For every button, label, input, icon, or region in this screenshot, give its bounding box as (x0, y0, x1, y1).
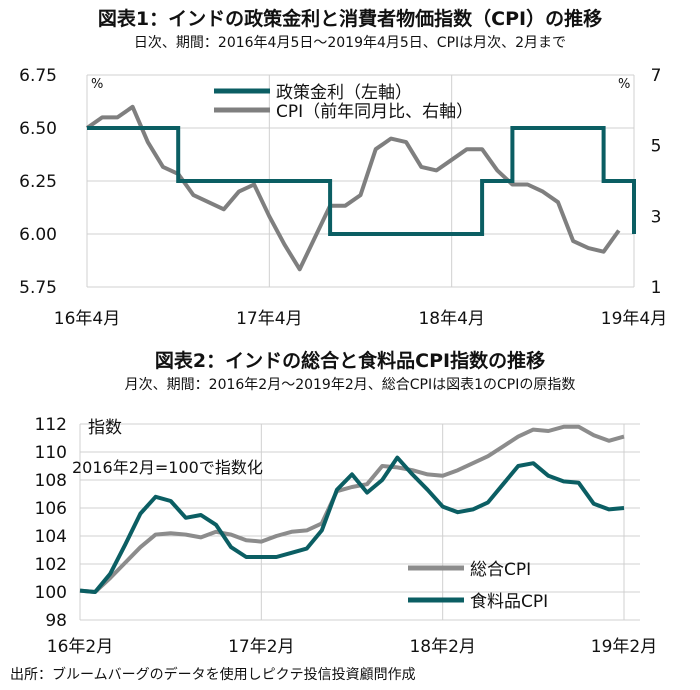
y-right-tick-label: 1 (651, 278, 662, 298)
y-tick-label: 104 (35, 527, 67, 547)
chart2-title: 図表2：インドの総合と食料品CPI指数の推移 (154, 350, 546, 372)
annotation: 2016年2月=100で指数化 (72, 458, 263, 477)
legend-label-headline-cpi: 総合CPI (470, 560, 531, 580)
x-tick-label: 19年2月 (591, 637, 657, 657)
legend-label-cpi: CPI（前年同月比、右軸） (276, 102, 473, 122)
y-tick-label: 108 (35, 471, 67, 491)
chart2-subtitle: 月次、期間：2016年2月～2019年2月、総合CPIは図表1のCPIの原指数 (124, 377, 576, 393)
chart1-svg: 6.75 6.50 6.25 6.00 5.75 7 5 3 1% % 16年4月 17年4月 18年4… (19, 66, 667, 329)
y-left-tick-label: 6.75 (19, 66, 57, 86)
y-left-tick-label: 5.75 (19, 278, 57, 298)
x-tick-label: 17年2月 (228, 637, 294, 657)
x-tick-label: 16年4月 (54, 309, 120, 329)
series-line-policy-rate (87, 126, 636, 236)
x-tick-label: 18年4月 (418, 309, 484, 329)
chart1-subtitle: 日次、期間：2016年4月5日～2019年4月5日、CPIは月次、2月まで (133, 35, 567, 51)
y-tick-label: 98 (45, 611, 67, 631)
left-unit-label: % (91, 77, 103, 92)
series-line-headline-cpi (79, 424, 625, 594)
right-unit-label: % (618, 77, 630, 92)
y-left-tick-label: 6.25 (19, 172, 57, 192)
y-left-tick-label: 6.50 (19, 119, 57, 139)
y-axis-label: 指数 (88, 418, 122, 438)
y-tick-label: 110 (35, 443, 67, 463)
y-tick-label: 112 (35, 415, 67, 435)
x-tick-label: 17年4月 (236, 309, 302, 329)
y-right-tick-label: 5 (651, 137, 662, 157)
chart1-title: 図表1：インドの政策金利と消費者物価指数（CPI）の推移 (97, 8, 603, 30)
series-line-cpi (85, 104, 621, 272)
x-tick-label: 18年2月 (409, 637, 475, 657)
y-left-tick-label: 6.00 (19, 225, 57, 245)
legend-label-food-cpi: 食料品CPI (470, 592, 548, 612)
y-tick-label: 102 (35, 555, 67, 575)
y-tick-label: 100 (35, 583, 67, 603)
y-tick-label: 106 (35, 499, 67, 519)
x-tick-label: 19年4月 (601, 309, 667, 329)
y-right-tick-label: 7 (651, 66, 662, 86)
y-right-tick-label: 3 (651, 207, 662, 227)
legend-label-policy-rate: 政策金利（左軸） (276, 83, 412, 103)
source-note: 出所：ブルームバーグのデータを使用しピクテ投信投資顧問作成 (10, 667, 416, 683)
x-tick-label: 16年2月 (47, 637, 113, 657)
series-line-food-cpi (79, 455, 625, 594)
